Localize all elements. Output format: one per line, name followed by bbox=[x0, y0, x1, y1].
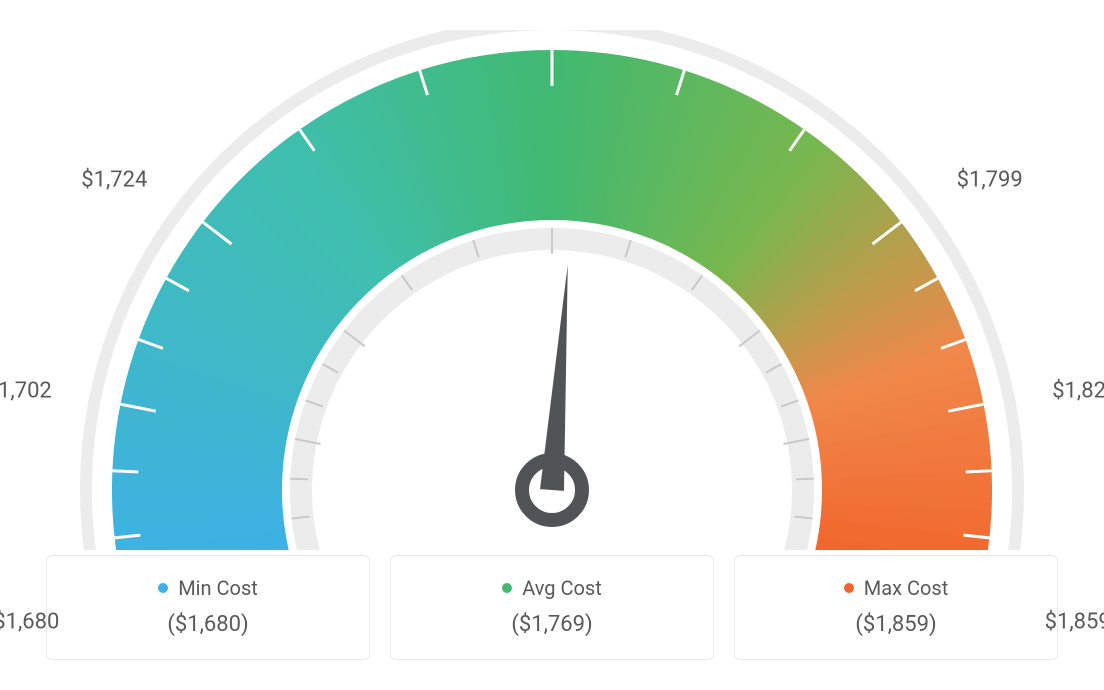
card-label: Max Cost bbox=[864, 576, 949, 600]
card-label: Min Cost bbox=[178, 576, 258, 600]
gauge-tick-label: $1,799 bbox=[957, 167, 1023, 192]
dot-icon bbox=[158, 583, 168, 593]
card-value: ($1,859) bbox=[855, 612, 936, 637]
card-value: ($1,680) bbox=[167, 612, 248, 637]
card-header: Avg Cost bbox=[502, 576, 602, 600]
card-header: Max Cost bbox=[844, 576, 949, 600]
gauge-tick-label: $1,702 bbox=[0, 378, 52, 403]
dot-icon bbox=[844, 583, 854, 593]
gauge-chart bbox=[72, 30, 1032, 550]
card-header: Min Cost bbox=[158, 576, 258, 600]
card-label: Avg Cost bbox=[522, 576, 602, 600]
card-value: ($1,769) bbox=[511, 612, 592, 637]
avg-cost-card: Avg Cost ($1,769) bbox=[390, 555, 714, 660]
min-cost-card: Min Cost ($1,680) bbox=[46, 555, 370, 660]
summary-cards: Min Cost ($1,680) Avg Cost ($1,769) Max … bbox=[0, 555, 1104, 660]
gauge-tick-label: $1,829 bbox=[1052, 378, 1104, 403]
gauge-container: $1,680$1,702$1,724$1,769$1,799$1,829$1,8… bbox=[0, 0, 1104, 540]
dot-icon bbox=[502, 583, 512, 593]
gauge-tick-label: $1,724 bbox=[81, 167, 147, 192]
max-cost-card: Max Cost ($1,859) bbox=[734, 555, 1058, 660]
